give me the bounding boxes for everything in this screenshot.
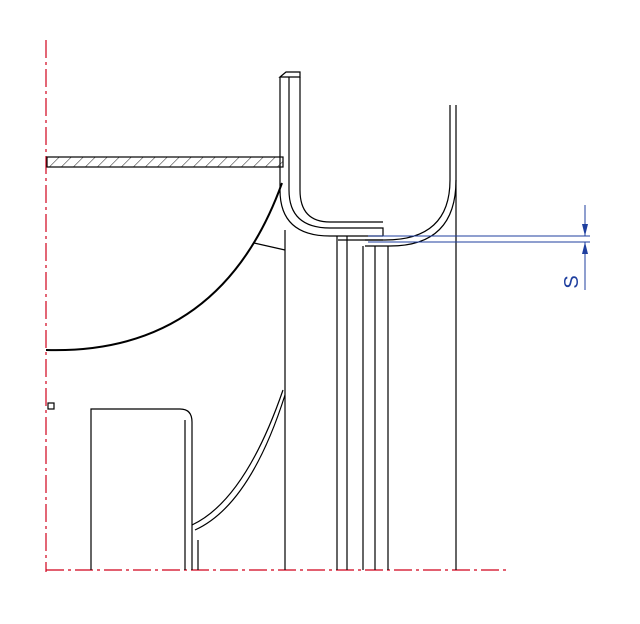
blade — [45, 182, 286, 531]
dimension-label: S — [561, 275, 583, 288]
shroud — [278, 71, 457, 247]
hub — [47, 402, 199, 570]
cover-plate — [46, 156, 284, 168]
centerlines — [45, 40, 508, 572]
walls — [284, 180, 457, 570]
dimension: S — [368, 205, 590, 290]
